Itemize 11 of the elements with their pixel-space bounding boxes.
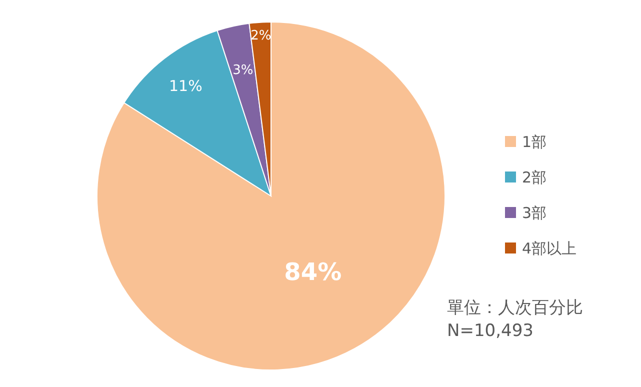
legend-label: 1部 — [522, 133, 547, 151]
legend-label: 4部以上 — [522, 240, 577, 258]
text: N=10,493 — [447, 321, 534, 341]
data-label: 3% — [232, 62, 254, 78]
text: 單位：人次百分比 — [447, 298, 583, 318]
data-label: 84% — [284, 258, 342, 286]
data-label: 2% — [250, 28, 272, 44]
legend-label: 3部 — [522, 204, 547, 222]
data-label: 11% — [169, 77, 202, 96]
pie-slice — [96, 22, 446, 370]
legend-label: 2部 — [522, 168, 547, 186]
